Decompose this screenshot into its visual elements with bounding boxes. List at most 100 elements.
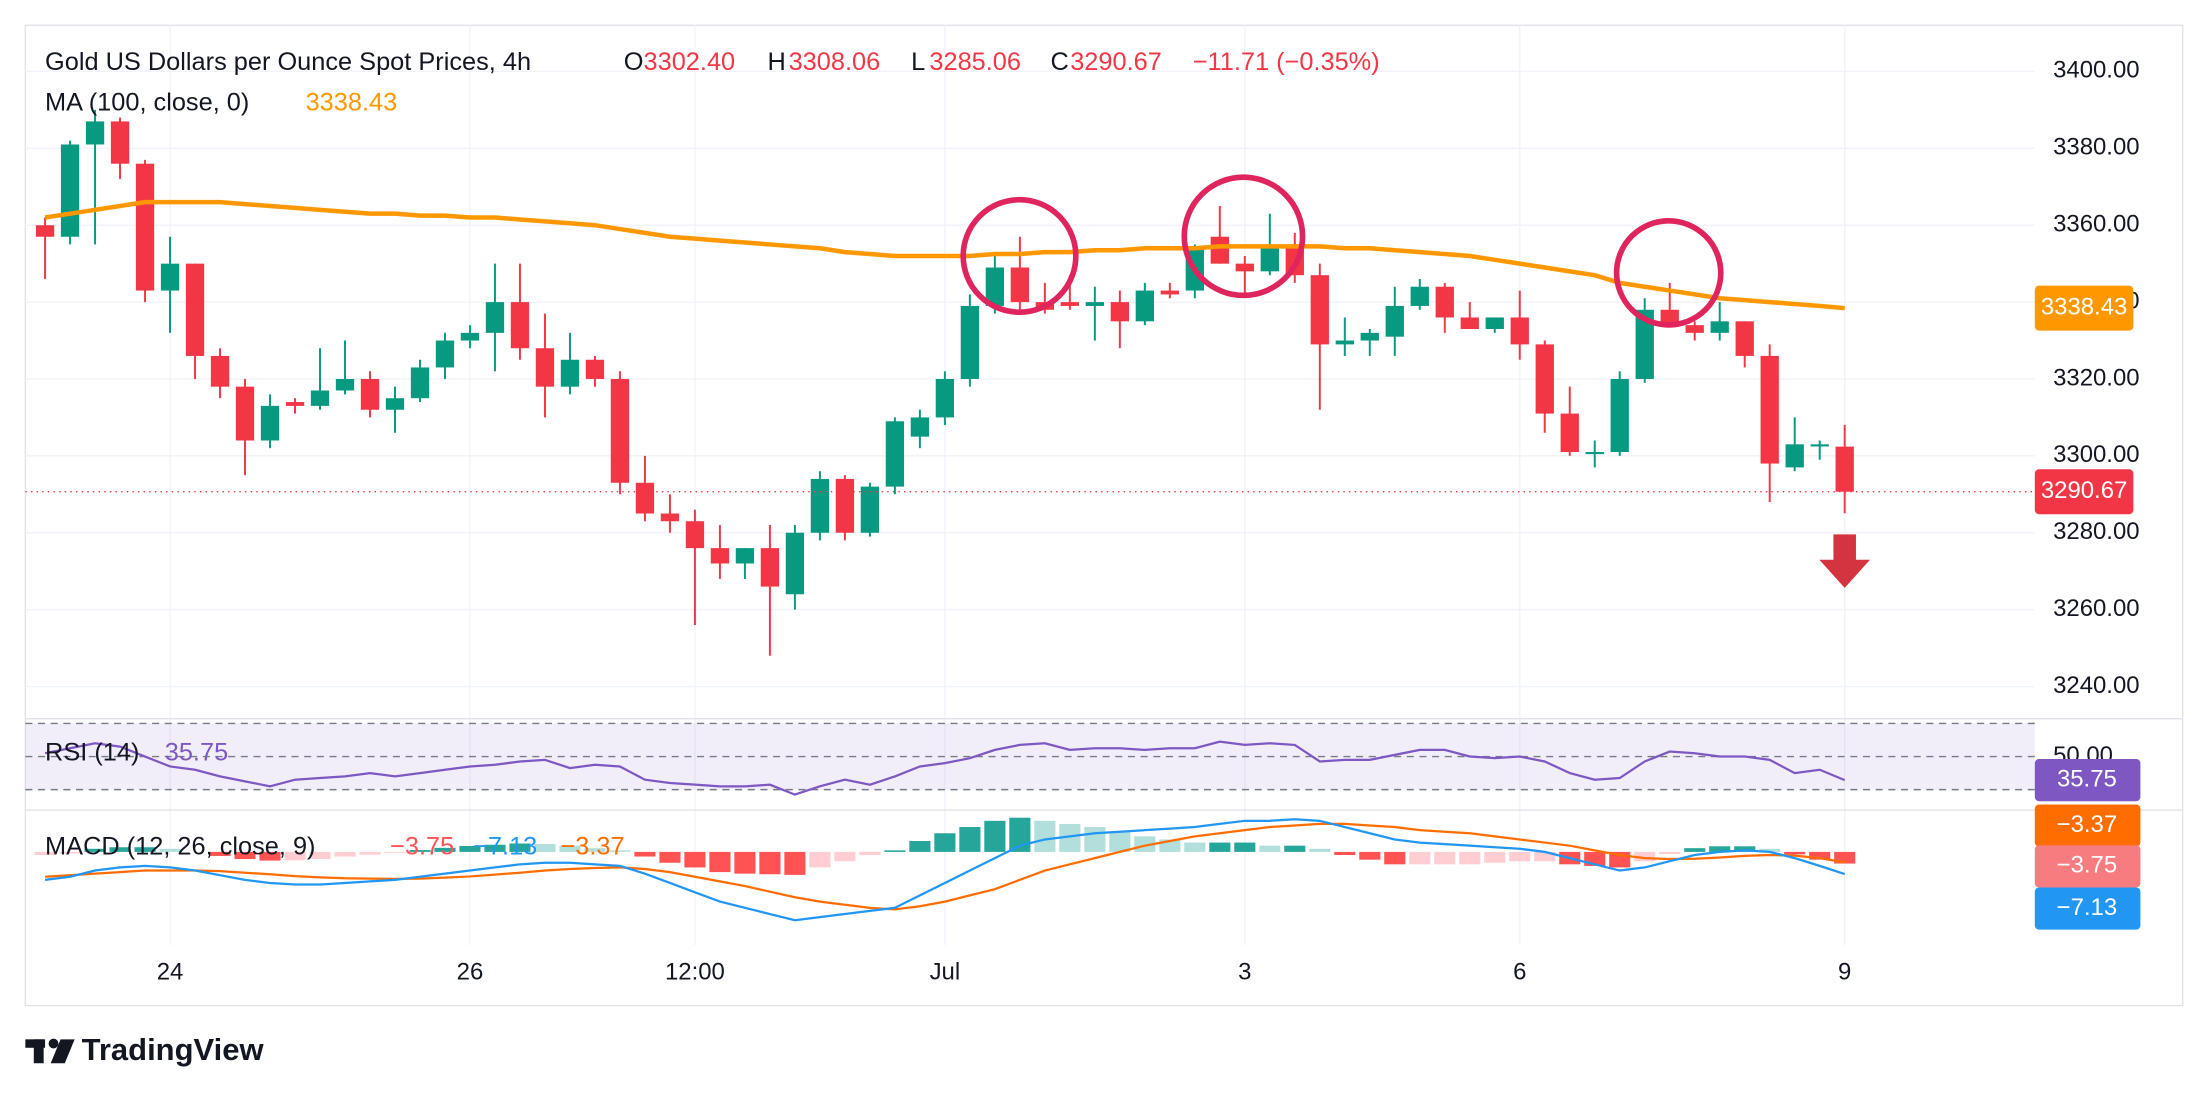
ma-line	[44, 199, 1845, 311]
ohlc-close: 3290.67	[1070, 48, 1162, 76]
candle-body	[1535, 344, 1554, 414]
macd-histogram-bar	[1534, 851, 1556, 862]
candle-body	[985, 267, 1005, 306]
ohlc-change: −11.71 (−0.35%)	[1193, 48, 1380, 76]
rsi-line	[44, 740, 1846, 796]
candle-body	[1560, 413, 1579, 453]
candle-body	[885, 421, 905, 487]
candle-body	[1610, 378, 1629, 453]
candle-body	[635, 482, 655, 514]
candle-body	[1010, 267, 1030, 303]
candle-body	[1135, 290, 1154, 322]
macd-tag	[2034, 804, 2141, 847]
macd-histogram-bar	[709, 851, 731, 873]
macd-histogram-bar	[1709, 846, 1731, 852]
candle-body	[35, 225, 55, 237]
annotation-circle	[960, 196, 1079, 316]
candle-body	[1360, 332, 1379, 341]
macd-tag-label: −7.13	[2057, 894, 2118, 921]
ohlc-high: 3308.06	[789, 48, 881, 76]
candle-body	[260, 405, 280, 441]
macd-histogram-bar	[1484, 851, 1506, 863]
macd-histogram-bar	[1409, 851, 1431, 865]
candle-body	[410, 367, 430, 399]
candle-body	[210, 355, 230, 387]
rsi-tag-label: 35.75	[2057, 765, 2117, 792]
macd-histogram-bar	[509, 843, 531, 852]
macd-histogram-bar	[609, 850, 631, 852]
macd-histogram-bar	[1684, 848, 1706, 852]
candle-body	[1585, 452, 1604, 455]
macd-histogram-bar	[84, 848, 106, 852]
rsi-legend-value: 35.75	[165, 739, 228, 767]
candle-body	[1235, 263, 1254, 272]
candle-body	[960, 305, 980, 379]
macd-histogram-bar	[1034, 820, 1056, 852]
y-tick-label: 3360.00	[2053, 211, 2139, 238]
macd-histogram-bar	[659, 851, 681, 863]
candle-body	[310, 390, 330, 406]
rsi-tag	[2034, 759, 2141, 802]
signal-line	[44, 822, 1845, 911]
candle-body	[1260, 248, 1279, 272]
annotation-circle	[1613, 217, 1724, 328]
macd-histogram-bar	[309, 851, 331, 860]
macd-histogram-bar	[834, 851, 856, 862]
macd-histogram-bar	[1309, 848, 1331, 852]
candle-body	[1710, 321, 1729, 333]
macd-legend-macd: −7.13	[473, 833, 537, 861]
y-tick-label: 3240.00	[2053, 672, 2139, 699]
macd-histogram-bar	[734, 851, 756, 874]
candle-body	[1510, 317, 1529, 345]
macd-histogram-bar	[1459, 851, 1481, 865]
candle-body	[110, 121, 130, 164]
candle-body	[1085, 302, 1104, 306]
macd-histogram-bar	[1359, 851, 1381, 860]
rsi-legend-name: RSI (14)	[45, 739, 139, 767]
macd-histogram-bar	[209, 851, 231, 856]
macd-histogram-bar	[1659, 851, 1681, 855]
candle-body	[335, 378, 355, 391]
candle-body	[1660, 309, 1679, 326]
macd-histogram-bar	[1184, 842, 1206, 852]
candle-body	[835, 478, 855, 533]
macd-histogram-bar	[684, 851, 706, 868]
macd-legend-histogram: −3.75	[390, 833, 454, 861]
macd-histogram-bar	[159, 848, 181, 852]
macd-histogram-bar	[759, 851, 781, 875]
candle-body	[160, 263, 180, 291]
macd-histogram-bar	[1109, 831, 1131, 852]
macd-histogram-bar	[1084, 827, 1106, 852]
macd-histogram-bar	[59, 851, 81, 854]
macd-histogram-bar	[334, 851, 356, 857]
macd-histogram-bar	[1834, 851, 1856, 864]
candle-body	[735, 548, 755, 564]
macd-histogram-bar	[459, 845, 481, 852]
macd-histogram-bar	[859, 851, 881, 855]
macd-histogram-bar	[34, 851, 56, 855]
macd-tag-label: −3.75	[2057, 852, 2118, 879]
candle-body	[1810, 444, 1829, 447]
macd-histogram-bar	[1509, 851, 1531, 862]
candle-body	[1385, 305, 1404, 337]
candle-body	[1335, 340, 1354, 345]
candle-body	[60, 144, 80, 237]
candle-body	[860, 486, 880, 533]
ohlc-close-label: C	[1050, 48, 1068, 76]
macd-histogram-bar	[284, 851, 306, 861]
ohlc-open-label: O	[624, 48, 644, 76]
candle-body	[1410, 286, 1429, 306]
macd-line	[44, 818, 1846, 922]
candle-body	[285, 402, 305, 406]
chart-title: Gold US Dollars per Ounce Spot Prices, 4…	[45, 48, 531, 76]
ohlc-low-label: L	[911, 48, 925, 76]
macd-histogram-bar	[1334, 851, 1356, 855]
macd-histogram-bar	[959, 827, 981, 852]
macd-histogram-bar	[134, 847, 156, 852]
macd-legend-signal: −3.37	[560, 833, 624, 861]
candle-body	[1310, 275, 1329, 345]
candle-body	[185, 263, 205, 356]
macd-histogram-bar	[784, 851, 806, 875]
macd-histogram-bar	[1284, 845, 1306, 852]
